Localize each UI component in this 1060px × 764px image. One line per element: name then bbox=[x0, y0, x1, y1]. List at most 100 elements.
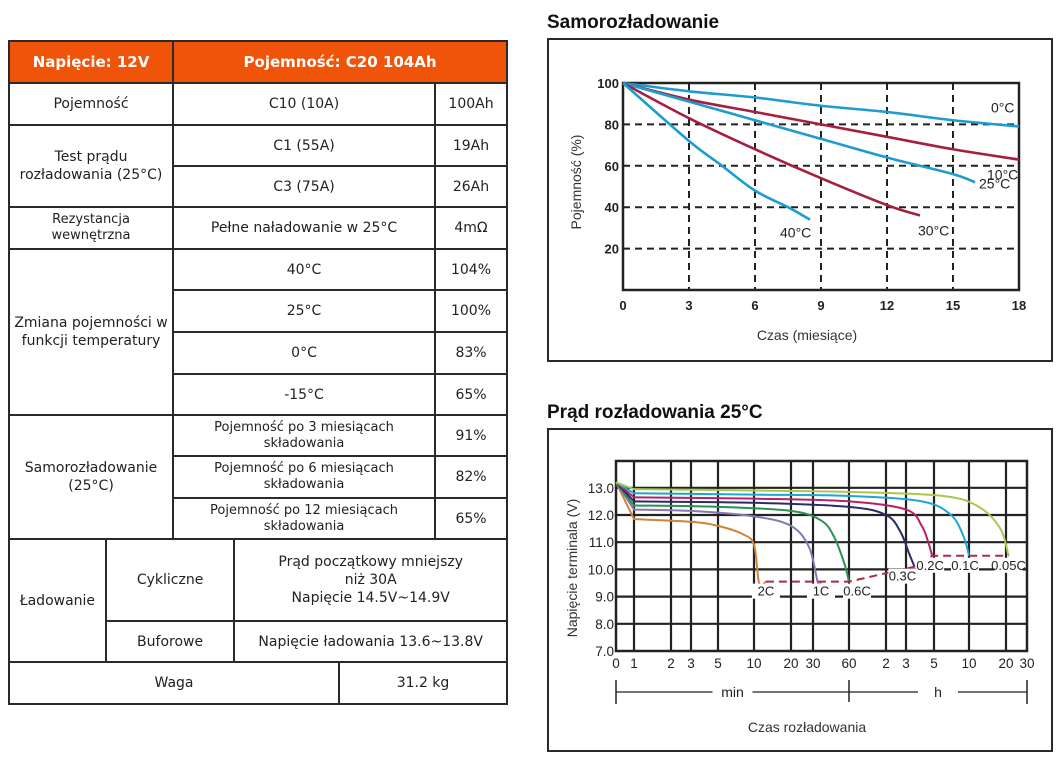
chart2-y-tick-label: 8.0 bbox=[595, 617, 614, 632]
self-discharge-label: Samorozładowanie (25°C) bbox=[7, 414, 175, 540]
temperature-value: 83% bbox=[434, 331, 508, 375]
chart2-x-tick-label: 60 bbox=[841, 656, 856, 671]
chart2-x-tick-label: 0 bbox=[612, 656, 620, 671]
temperature-condition: 25°C bbox=[172, 289, 436, 333]
discharge-test-value: 19Ah bbox=[434, 124, 508, 167]
chart2-series-label-bg bbox=[951, 557, 979, 573]
chart2-series-line bbox=[615, 481, 850, 582]
chart1-x-tick-label: 15 bbox=[946, 298, 960, 313]
temperature-condition: -15°C bbox=[172, 373, 436, 416]
charging-cyclic-label: Cykliczne bbox=[104, 538, 236, 622]
charging-cyclic-line: niż 30A bbox=[344, 572, 397, 588]
self-discharge-condition: Pojemność po 12 miesiącach składowania bbox=[172, 497, 436, 540]
resistance-condition: Pełne naładowanie w 25°C bbox=[172, 206, 436, 250]
chart2-x-tick-label: 5 bbox=[714, 656, 722, 671]
chart1-y-tick-label: 100 bbox=[597, 76, 619, 91]
chart2-panel: 0 1 2 3 5 10 20 30 60 2 3 5 10 20 30 7.0 8.0 9.0 10.0 11.0 1… bbox=[547, 428, 1053, 752]
chart1-series-label: 10°C bbox=[987, 167, 1018, 183]
chart2-unit-label: min bbox=[721, 684, 744, 700]
temperature-condition: 40°C bbox=[172, 248, 436, 291]
chart2-x-tick-label: 30 bbox=[1019, 656, 1034, 671]
chart2-x-tick-label: 20 bbox=[783, 656, 798, 671]
chart2-y-tick-label: 12.0 bbox=[588, 508, 614, 523]
discharge-current-chart: 0 1 2 3 5 10 20 30 60 2 3 5 10 20 307.08.09.010.011.01… bbox=[564, 459, 1035, 735]
chart1-y-tick-label: 60 bbox=[605, 159, 619, 174]
temperature-value: 104% bbox=[434, 248, 508, 291]
self-discharge-chart: 0 3 6 9 12 15 18 20 40 60 80 100 0°C 10°C25°C 30°C 40°… bbox=[568, 76, 1026, 343]
chart2-x-tick-label: 3 bbox=[687, 656, 695, 671]
charging-cyclic-line: Prąd początkowy mniejszy bbox=[278, 554, 463, 570]
chart2-y-axis-label: Napięcie terminala (V) bbox=[564, 499, 580, 638]
chart1-series-label: 30°C bbox=[918, 222, 949, 238]
chart2-series-label: 0.1C bbox=[951, 558, 978, 573]
chart2-series-line bbox=[615, 481, 767, 587]
capacity-condition: C10 (10A) bbox=[172, 82, 436, 126]
capacity-label: Pojemność bbox=[7, 82, 175, 126]
chart2-x-tick-label: 20 bbox=[998, 656, 1013, 671]
chart2-series-label-bg bbox=[751, 583, 780, 599]
temperature-value: 100% bbox=[434, 289, 508, 333]
temperature-label: Zmiana pojemności w funkcji temperatury bbox=[7, 248, 175, 416]
discharge-test-label: Test prądu rozładowania (25°C) bbox=[7, 124, 175, 208]
chart1-title: Samorozładowanie bbox=[547, 12, 720, 33]
chart2-series-label-bg bbox=[843, 583, 871, 599]
charging-float-label: Buforowe bbox=[104, 620, 236, 663]
chart2-x-tick-label: 10 bbox=[746, 656, 761, 671]
self-discharge-value: 82% bbox=[434, 455, 508, 499]
discharge-test-value: 26Ah bbox=[434, 165, 508, 208]
chart1-series-line bbox=[622, 81, 1020, 128]
chart2-cutoff-line bbox=[765, 554, 1009, 583]
chart2-series-label: 1C bbox=[813, 584, 830, 599]
chart2-x-tick-label: 10 bbox=[961, 656, 976, 671]
chart1-y-tick-label: 20 bbox=[605, 242, 619, 257]
chart1-y-axis-label: Pojemność (%) bbox=[568, 135, 584, 230]
chart1-series-label: 25°C bbox=[979, 175, 1010, 191]
chart1-series-label: 0°C bbox=[991, 99, 1015, 115]
chart2-plot-frame bbox=[614, 459, 1029, 653]
chart1-y-tick-label: 40 bbox=[605, 200, 619, 215]
chart1-x-tick-label: 18 bbox=[1012, 298, 1026, 313]
self-discharge-value: 65% bbox=[434, 497, 508, 540]
self-discharge-value: 91% bbox=[434, 414, 508, 457]
chart2-y-tick-label: 11.0 bbox=[589, 535, 614, 550]
self-discharge-condition: Pojemność po 6 miesiącach składowania bbox=[172, 455, 436, 499]
chart1-x-tick-label: 9 bbox=[817, 298, 824, 313]
chart2-y-tick-label: 13.0 bbox=[588, 481, 614, 496]
chart2-series-line bbox=[615, 481, 1010, 557]
chart2-y-tick-label: 7.0 bbox=[595, 644, 614, 659]
chart2-series-label-bg bbox=[916, 557, 945, 573]
resistance-value: 4mΩ bbox=[434, 206, 508, 250]
chart1-x-tick-label: 6 bbox=[751, 298, 758, 313]
weight-value: 31.2 kg bbox=[338, 661, 508, 705]
resistance-label: Rezystancja wewnętrzna bbox=[7, 206, 175, 250]
chart1-series-line bbox=[622, 82, 811, 221]
chart2-series-label-bg bbox=[888, 568, 917, 584]
chart2-series-line bbox=[615, 481, 916, 568]
chart2-x-tick-label: 3 bbox=[902, 656, 910, 671]
chart2-y-tick-label: 10.0 bbox=[588, 562, 614, 577]
chart1-y-tick-label: 80 bbox=[605, 117, 619, 132]
chart2-series-line bbox=[615, 481, 970, 557]
temperature-condition: 0°C bbox=[172, 331, 436, 375]
chart1-x-axis-label: Czas (miesiące) bbox=[757, 327, 857, 343]
chart2-title: Prąd rozładowania 25°C bbox=[547, 402, 763, 423]
chart1-series-line bbox=[622, 81, 921, 217]
capacity-value: 100Ah bbox=[434, 82, 508, 126]
temperature-value: 65% bbox=[434, 373, 508, 416]
chart2-series-line bbox=[615, 481, 934, 557]
chart2-series-label: 0.3C bbox=[889, 569, 916, 584]
chart2-x-tick-label: 2 bbox=[667, 656, 675, 671]
charging-cyclic-line: Napięcie 14.5V~14.9V bbox=[291, 590, 450, 606]
chart1-series-line bbox=[622, 81, 976, 184]
chart2-series-label-bg bbox=[994, 557, 1023, 573]
chart2-y-tick-label: 9.0 bbox=[595, 590, 614, 605]
spec-table: Napięcie: 12V Pojemność: C20 104Ah Pojem… bbox=[7, 40, 508, 705]
chart1-x-tick-label: 3 bbox=[685, 298, 692, 313]
chart2-series-line bbox=[615, 481, 822, 587]
chart2-series-label: 2C bbox=[758, 584, 775, 599]
header-capacity: Pojemność: C20 104Ah bbox=[172, 40, 508, 84]
chart2-x-tick-label: 2 bbox=[882, 656, 890, 671]
charging-label: Ładowanie bbox=[8, 538, 107, 663]
chart1-x-tick-label: 12 bbox=[880, 298, 894, 313]
self-discharge-condition: Pojemność po 3 miesiącach składowania bbox=[172, 414, 436, 457]
